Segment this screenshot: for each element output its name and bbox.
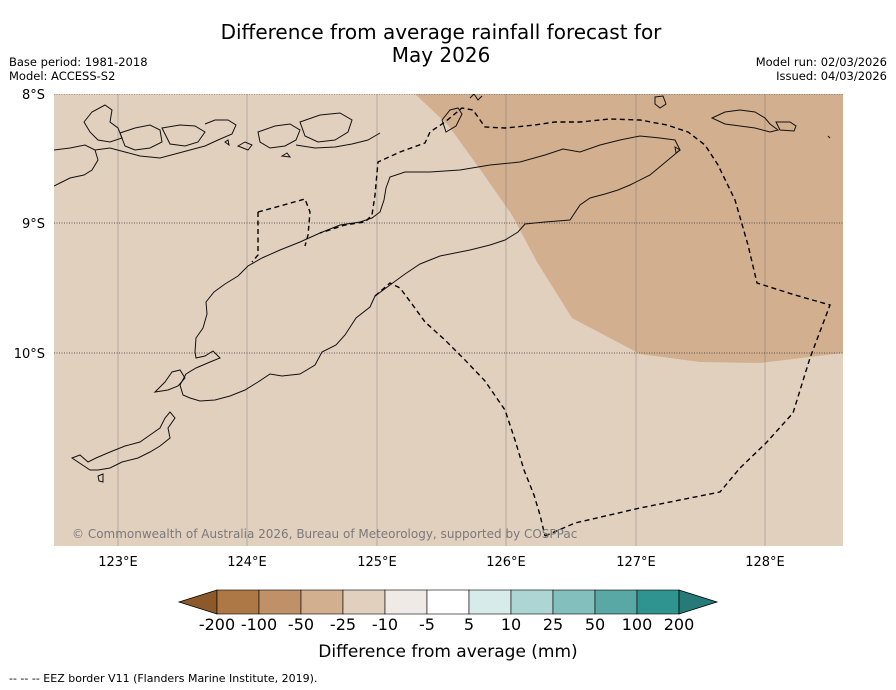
lon-label-128e: 128°E [745,555,785,570]
coastlines [54,94,831,483]
colorbar-segment [594,589,638,615]
colorbar-segment [468,589,512,615]
colorbar-segment [552,589,596,615]
lat-gridlines [54,94,843,354]
colorbar-segment [384,589,428,615]
colorbar-tick-label: 50 [585,615,605,634]
colorbar-title: Difference from average (mm) [318,642,577,662]
map-title-line1: Difference from average rainfall forecas… [220,20,662,44]
map-title-line2: May 2026 [391,43,491,67]
colorbar-extend-low [177,589,218,615]
issued-label: Issued: 04/03/2026 [776,69,887,83]
colorbar-segment [636,589,680,615]
colorbar-segment [300,589,344,615]
model-run-label: Model run: 02/03/2026 [755,55,887,69]
colorbar-tick-labels: -200 -100 -50 -25 -10 -5 5 10 25 50 100 200 [199,615,694,634]
model-label: Model: ACCESS-S2 [9,69,116,83]
lon-label-127e: 127°E [616,555,656,570]
colorbar-tick-label: -25 [330,615,356,634]
colorbar-segment [258,589,302,615]
colorbar-tick-label: 25 [543,615,563,634]
lat-label-8s: 8°S [22,88,45,103]
colorbar-tick-label: 200 [664,615,695,634]
colorbar-segment [342,589,386,615]
lat-label-9s: 9°S [22,217,45,232]
lon-label-123e: 123°E [98,555,138,570]
eez-footer-note: -- -- -- EEZ border V11 (Flanders Marine… [9,672,318,685]
colorbar-tick-label: -5 [419,615,435,634]
map-area: © Commonwealth of Australia 2026, Bureau… [54,94,843,546]
copyright-text: © Commonwealth of Australia 2026, Bureau… [72,527,577,541]
lon-label-125e: 125°E [357,555,397,570]
lon-label-126e: 126°E [486,555,526,570]
colorbar [177,589,719,615]
colorbar-tick-label: -100 [241,615,277,634]
eez-borders [251,107,831,537]
colorbar-tick-label: -200 [199,615,235,634]
colorbar-tick-label: -10 [372,615,398,634]
lat-label-10s: 10°S [14,347,45,362]
colorbar-tick-label: 10 [501,615,521,634]
base-period-label: Base period: 1981-2018 [9,55,148,69]
colorbar-tick-label: -50 [288,615,314,634]
lon-label-124e: 124°E [227,555,267,570]
colorbar-segment [216,589,260,615]
colorbar-tick-label: 5 [464,615,474,634]
colorbar-segment [510,589,554,615]
colorbar-extend-high [678,589,719,615]
colorbar-tick-label: 100 [622,615,653,634]
colorbar-segment [426,589,470,615]
